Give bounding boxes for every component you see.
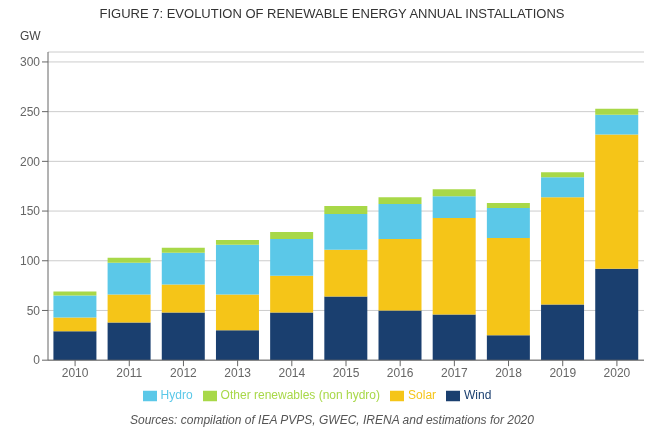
html-text:Hydro: Hydro: [160, 388, 193, 403]
svg-text:2019: 2019: [549, 366, 576, 380]
html-text:Other renewables (non hydro): Other renewables (non hydro): [220, 388, 380, 403]
svg-text:2012: 2012: [170, 366, 197, 380]
html-text:FIGURE 7: EVOLUTION OF RENEWAB: FIGURE 7: EVOLUTION OF RENEWABLE ENERGY …: [99, 6, 565, 21]
svg-text:2011: 2011: [116, 366, 142, 380]
svg-text:2013: 2013: [224, 366, 251, 380]
svg-text:2015: 2015: [333, 366, 360, 380]
svg-text:200: 200: [20, 155, 40, 169]
svg-text:2018: 2018: [495, 366, 522, 380]
svg-text:150: 150: [20, 204, 40, 218]
svg-text:2014: 2014: [278, 366, 305, 380]
svg-text:0: 0: [33, 353, 40, 367]
svg-text:2017: 2017: [441, 366, 468, 380]
html-text:Sources: compilation of IEA PV: Sources: compilation of IEA PVPS, GWEC, …: [130, 413, 534, 427]
svg-text:2020: 2020: [604, 366, 631, 380]
svg-text:300: 300: [20, 55, 40, 69]
html-text:GW: GW: [20, 29, 41, 43]
svg-text:50: 50: [27, 304, 41, 318]
svg-text:250: 250: [20, 105, 40, 119]
svg-text:2016: 2016: [387, 366, 414, 380]
html-text:Solar: Solar: [408, 388, 436, 403]
html-text:Wind: Wind: [464, 388, 492, 403]
svg-text:2010: 2010: [62, 366, 89, 380]
svg-text:100: 100: [20, 254, 40, 268]
